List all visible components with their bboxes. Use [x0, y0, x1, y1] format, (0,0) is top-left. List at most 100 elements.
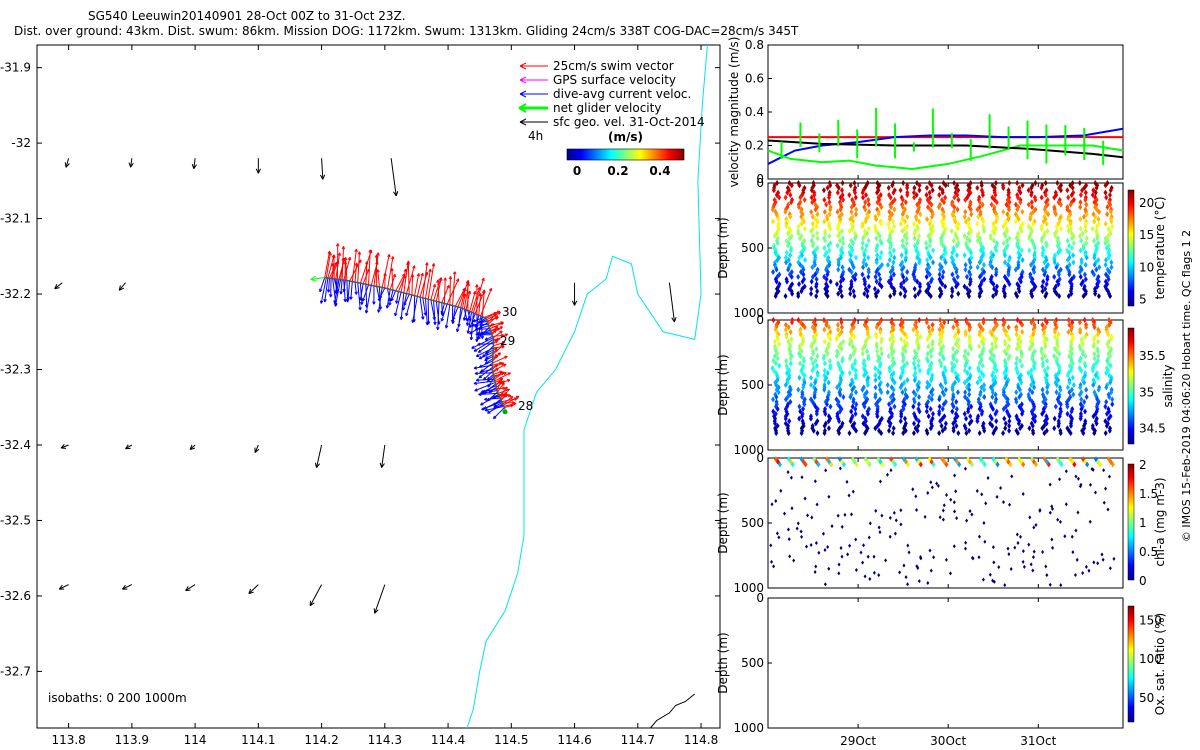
temp-content-point-7-6 — [861, 194, 866, 201]
sal-content-point-8-24 — [877, 374, 882, 381]
temp-content-point-16-20 — [982, 228, 987, 235]
surface-vector-15-shaft — [381, 444, 386, 468]
temp-content-point-24-23 — [1084, 235, 1089, 242]
temp-content-point-24-38 — [1082, 271, 1087, 278]
map-colorbar — [566, 148, 685, 161]
figure-title: SG540 Leeuwin20140901 28-Oct 00Z to 31-O… — [88, 9, 406, 23]
temp-content-point-13-38 — [937, 271, 942, 278]
temperature-ytick-label-0: 0 — [756, 176, 764, 190]
temp-content-point-22-18 — [1054, 223, 1059, 230]
chl-deep-17-5 — [997, 565, 1001, 570]
chl-deep-0-4 — [770, 502, 774, 507]
temp-content-point-10-14 — [905, 213, 910, 220]
chl-deep-2-1 — [803, 496, 807, 501]
temp-content-point-2-10 — [796, 204, 801, 211]
temp-content-point-10-0 — [901, 180, 906, 186]
temp-content-point-4-28 — [827, 247, 832, 254]
temp-content-point-13-6 — [943, 194, 948, 201]
velocity-series-2 — [767, 144, 1124, 170]
swim-vector-1 — [325, 252, 332, 278]
chl-deep-17-3 — [988, 572, 992, 577]
temp-content-point-7-27 — [860, 244, 865, 251]
chl-deep-8-5 — [872, 570, 876, 575]
temp-content-point-1-21 — [786, 230, 791, 237]
sal-content-point-0-38 — [771, 408, 776, 415]
current-vector-97-shaft — [478, 366, 493, 379]
sal-content-point-17-42 — [994, 418, 999, 425]
sal-content-point-0-17 — [771, 357, 776, 364]
swim-vector-22 — [368, 249, 372, 285]
swim-vector-43-head — [428, 268, 432, 273]
temp-content-point-8-23 — [874, 235, 879, 242]
current-vector-104 — [476, 378, 495, 382]
sal-content-point-1-47 — [786, 430, 791, 437]
sal-content-point-2-36 — [797, 403, 802, 410]
temp-content-point-13-2 — [937, 184, 942, 191]
current-vector-97-head — [478, 374, 483, 379]
temp-content-point-14-43 — [954, 283, 959, 290]
temp-content-point-24-18 — [1083, 223, 1088, 230]
temp-content-point-2-17 — [799, 220, 804, 227]
temp-content-point-11-2 — [912, 184, 917, 191]
chl-deep-24-1 — [1087, 568, 1091, 573]
current-vector-58-shaft — [463, 309, 468, 322]
chl-deep-2-6 — [800, 534, 804, 539]
swim-vector-55-shaft — [457, 280, 469, 308]
swim-vector-27-head — [387, 254, 391, 258]
temp-content-point-1-6 — [783, 194, 788, 201]
chl-deep-13-7 — [941, 508, 945, 513]
swim-vector-67-head — [488, 287, 493, 292]
temp-content-point-26-16 — [1109, 218, 1114, 225]
map-legend: 25cm/s swim vector GPS surface velocity … — [518, 59, 705, 178]
time-xtick-label-2: 31Oct — [1020, 734, 1056, 748]
swim-vector-41-shaft — [419, 272, 428, 298]
swim-vector-79 — [490, 326, 499, 333]
temp-content-point-3-5 — [812, 192, 817, 199]
sal-content-point-8-25 — [873, 377, 878, 384]
temp-content-point-15-38 — [968, 271, 973, 278]
temp-content-point-21-6 — [1039, 194, 1044, 201]
temp-content-point-1-28 — [788, 247, 793, 254]
temp-content-point-11-46 — [916, 290, 921, 297]
sal-content-point-24-38 — [1083, 408, 1088, 415]
sal-content-point-1-17 — [784, 357, 789, 364]
current-vector-59-shaft — [463, 309, 467, 321]
temp-content-point-25-16 — [1092, 218, 1097, 225]
chl-deep-25-1 — [1096, 561, 1100, 566]
chl-deep-21-2 — [1048, 510, 1052, 515]
temp-content-point-17-0 — [993, 180, 998, 186]
current-vector-41-head — [421, 316, 425, 320]
temp-content-point-24-37 — [1077, 269, 1082, 276]
temp-content-point-6-15 — [848, 216, 853, 223]
chl-deep-22-3 — [1059, 583, 1063, 588]
sal-content-point-4-36 — [828, 403, 833, 410]
temp-content-point-18-20 — [1005, 228, 1010, 235]
temp-content-point-14-45 — [950, 288, 955, 295]
temp-content-point-24-39 — [1078, 273, 1083, 280]
temp-content-point-9-16 — [890, 218, 895, 225]
sal-content-point-6-29 — [850, 386, 855, 393]
chl-deep-19-2 — [1021, 559, 1025, 564]
temp-content-point-26-33 — [1109, 259, 1114, 266]
current-vector-62-shaft — [467, 312, 473, 334]
current-vector-64-shaft — [469, 313, 476, 328]
temp-content-point-0-22 — [772, 232, 777, 239]
temp-content-point-14-38 — [950, 271, 955, 278]
temp-content-point-7-42 — [862, 281, 867, 288]
sal-content-point-14-47 — [956, 430, 961, 437]
chl-deep-18-2 — [1009, 566, 1013, 571]
temp-content-point-7-21 — [865, 230, 870, 237]
surface-vector-1 — [128, 158, 134, 168]
sal-content-point-0-37 — [775, 406, 780, 413]
chl-deep-22-1 — [1050, 537, 1054, 542]
temp-content-point-11-17 — [911, 220, 916, 227]
temp-content-point-26-5 — [1107, 192, 1112, 199]
sal-content-point-4-26 — [826, 379, 831, 386]
swim-vector-44-head — [431, 263, 436, 267]
temp-content-point-23-9 — [1068, 201, 1073, 208]
swim-vector-34-shaft — [400, 268, 407, 293]
current-vector-111-shaft — [480, 390, 498, 395]
chlorophyll-ylabel: Depth (m) — [716, 492, 730, 553]
temp-content-point-12-47 — [928, 293, 933, 300]
current-vector-41-shaft — [419, 297, 424, 320]
